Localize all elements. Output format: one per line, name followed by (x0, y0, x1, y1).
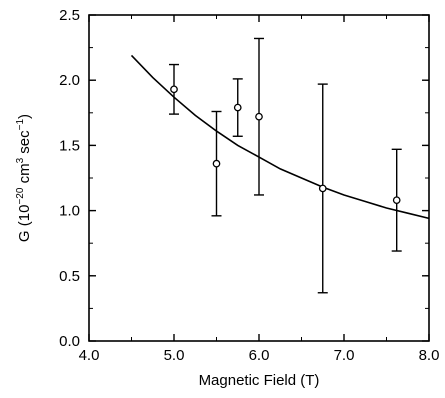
y-tick-label: 0.0 (59, 333, 80, 350)
point-marker (233, 103, 242, 112)
data-point (317, 83, 328, 294)
x-tick-label: 8.0 (419, 347, 440, 364)
data-point (232, 78, 243, 137)
data-point (254, 37, 264, 196)
data-point (211, 110, 222, 217)
y-tick-label: 0.5 (59, 268, 80, 285)
y-tick-label: 1.5 (59, 137, 80, 154)
x-tick-label: 6.0 (249, 347, 270, 364)
fit-curve-group (130, 54, 430, 220)
y-tick-label: 1.0 (59, 203, 80, 220)
x-axis-ticks: 4.0 5.0 6.0 7.0 8.0 (79, 15, 440, 364)
x-tick-label: 5.0 (164, 347, 185, 364)
point-marker (318, 184, 327, 193)
data-point (391, 148, 402, 252)
point-marker (170, 85, 178, 94)
point-marker (255, 112, 263, 121)
y-axis-ticks: 0.0 0.5 1.0 1.5 2.0 2.5 (59, 7, 429, 350)
point-marker (212, 159, 221, 168)
y-tick-label: 2.5 (59, 7, 80, 24)
data-point (169, 63, 179, 115)
fit-curve (130, 54, 430, 220)
y-axis-title: G (10−20 cm3 sec−1) (15, 114, 33, 242)
point-marker (392, 196, 401, 205)
x-tick-label: 4.0 (79, 347, 100, 364)
x-axis-title: Magnetic Field (T) (199, 372, 320, 389)
data-points-group (169, 37, 402, 294)
x-tick-label: 7.0 (334, 347, 355, 364)
y-tick-label: 2.0 (59, 72, 80, 89)
